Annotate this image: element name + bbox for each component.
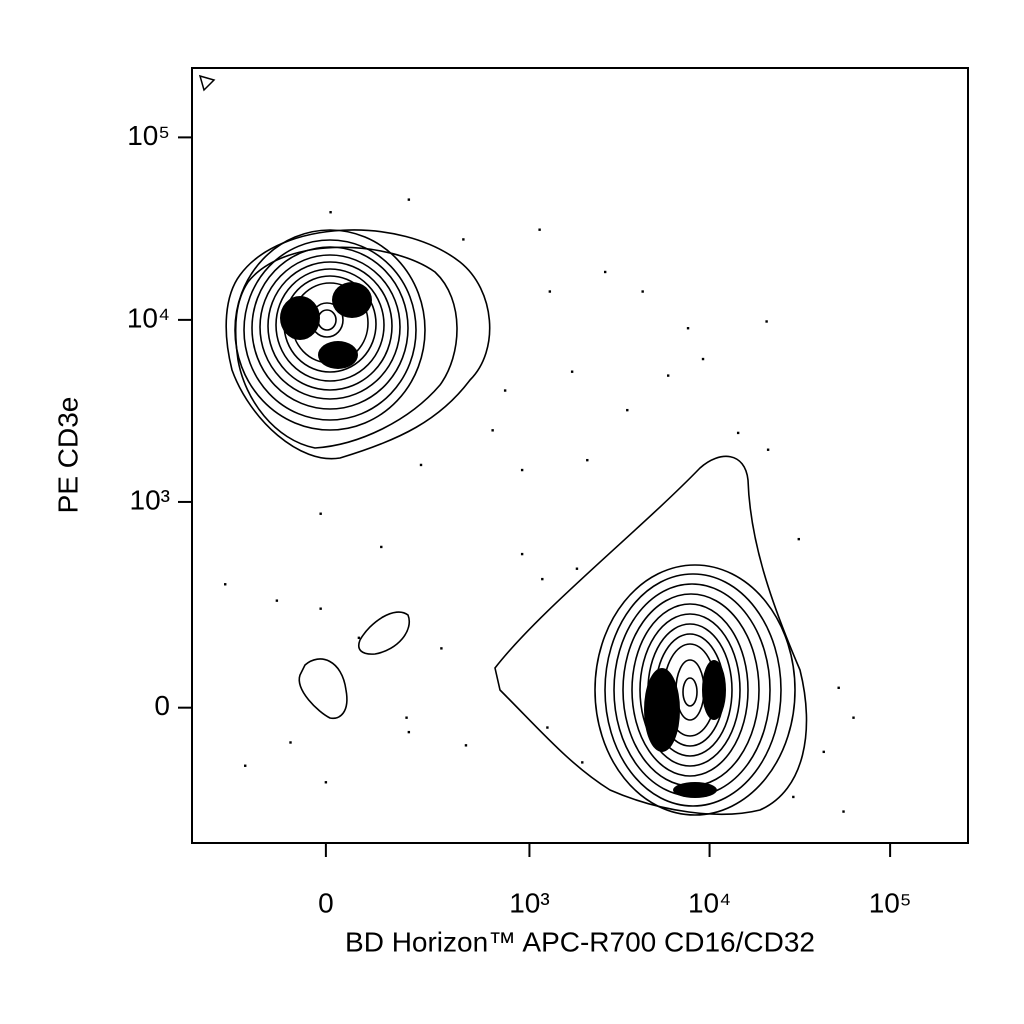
- contour: [234, 229, 426, 431]
- event-dot: [641, 290, 644, 293]
- event-dot: [538, 228, 541, 231]
- event-dot: [575, 567, 579, 570]
- event-dot: [842, 810, 845, 813]
- event-dot: [224, 583, 227, 586]
- contours: [225, 229, 808, 816]
- contour: [243, 239, 417, 421]
- event-dot: [440, 647, 443, 650]
- contour: [631, 603, 749, 777]
- contour: [259, 254, 401, 400]
- event-dot: [491, 429, 494, 432]
- event-dot: [419, 463, 423, 467]
- event-dot: [581, 761, 584, 764]
- event-dot: [666, 374, 670, 377]
- event-dot: [570, 370, 574, 373]
- event-dot: [603, 270, 607, 274]
- x-tick-label: 10³: [509, 887, 549, 918]
- x-tick-label: 10⁴: [688, 887, 731, 918]
- event-dot: [464, 744, 468, 747]
- contour: [234, 246, 458, 449]
- contour: [251, 246, 409, 410]
- density-peak: [332, 282, 372, 318]
- density-peak: [644, 668, 680, 752]
- density-peak: [702, 660, 726, 720]
- plot-frame: [191, 67, 969, 844]
- contour: [298, 658, 348, 720]
- gate-marker: [198, 74, 216, 92]
- event-dot: [837, 686, 840, 690]
- contour: [225, 229, 491, 460]
- event-dot: [586, 458, 589, 462]
- contour: [604, 573, 782, 807]
- event-dot: [244, 764, 247, 767]
- contour: [358, 611, 411, 655]
- event-dot: [852, 716, 855, 719]
- contour: [494, 455, 808, 816]
- event-dot: [736, 431, 740, 435]
- event-dot: [324, 781, 328, 784]
- event-dot: [407, 730, 411, 734]
- event-dot: [503, 389, 507, 392]
- x-axis-label: BD Horizon™ APC-R700 CD16/CD32: [345, 926, 815, 957]
- contour: [622, 593, 760, 787]
- event-dot: [792, 795, 795, 799]
- y-tick-label: 10³: [130, 484, 170, 515]
- density-peak: [280, 296, 320, 340]
- event-dot: [541, 577, 544, 581]
- event-dot: [357, 636, 361, 640]
- event-dot: [701, 357, 705, 361]
- event-dot: [289, 741, 292, 744]
- density-peak: [318, 341, 358, 369]
- contour: [310, 302, 344, 338]
- event-dot: [765, 320, 768, 323]
- contour: [675, 659, 705, 721]
- event-dot: [548, 290, 552, 293]
- event-dot: [407, 198, 411, 201]
- contour: [275, 268, 385, 382]
- event-dot: [686, 327, 690, 330]
- contour: [594, 564, 796, 816]
- event-dot: [822, 750, 825, 754]
- y-tick-label: 10⁴: [127, 302, 170, 333]
- x-tick-label: 0: [318, 887, 334, 918]
- contour: [317, 309, 337, 331]
- event-dot: [546, 726, 549, 729]
- event-dot: [329, 211, 332, 214]
- event-dot: [766, 448, 770, 451]
- event-dot: [797, 537, 800, 541]
- x-tick-label: 10⁵: [869, 887, 912, 918]
- event-dot: [319, 512, 322, 515]
- event-dot: [626, 408, 629, 412]
- event-dot: [380, 545, 383, 549]
- y-axis-label: PE CD3e: [52, 397, 83, 514]
- contour: [613, 583, 771, 797]
- y-tick-label: 10⁵: [127, 120, 170, 151]
- contour: [682, 677, 698, 707]
- density-peak: [673, 782, 717, 798]
- event-dot: [275, 599, 279, 602]
- event-dot: [405, 716, 408, 719]
- event-dot: [319, 607, 322, 610]
- event-dot: [520, 552, 524, 556]
- contour: [639, 613, 741, 767]
- contour: [267, 261, 393, 391]
- event-dot: [520, 468, 524, 472]
- event-dot: [462, 238, 465, 241]
- y-tick-label: 0: [154, 690, 170, 721]
